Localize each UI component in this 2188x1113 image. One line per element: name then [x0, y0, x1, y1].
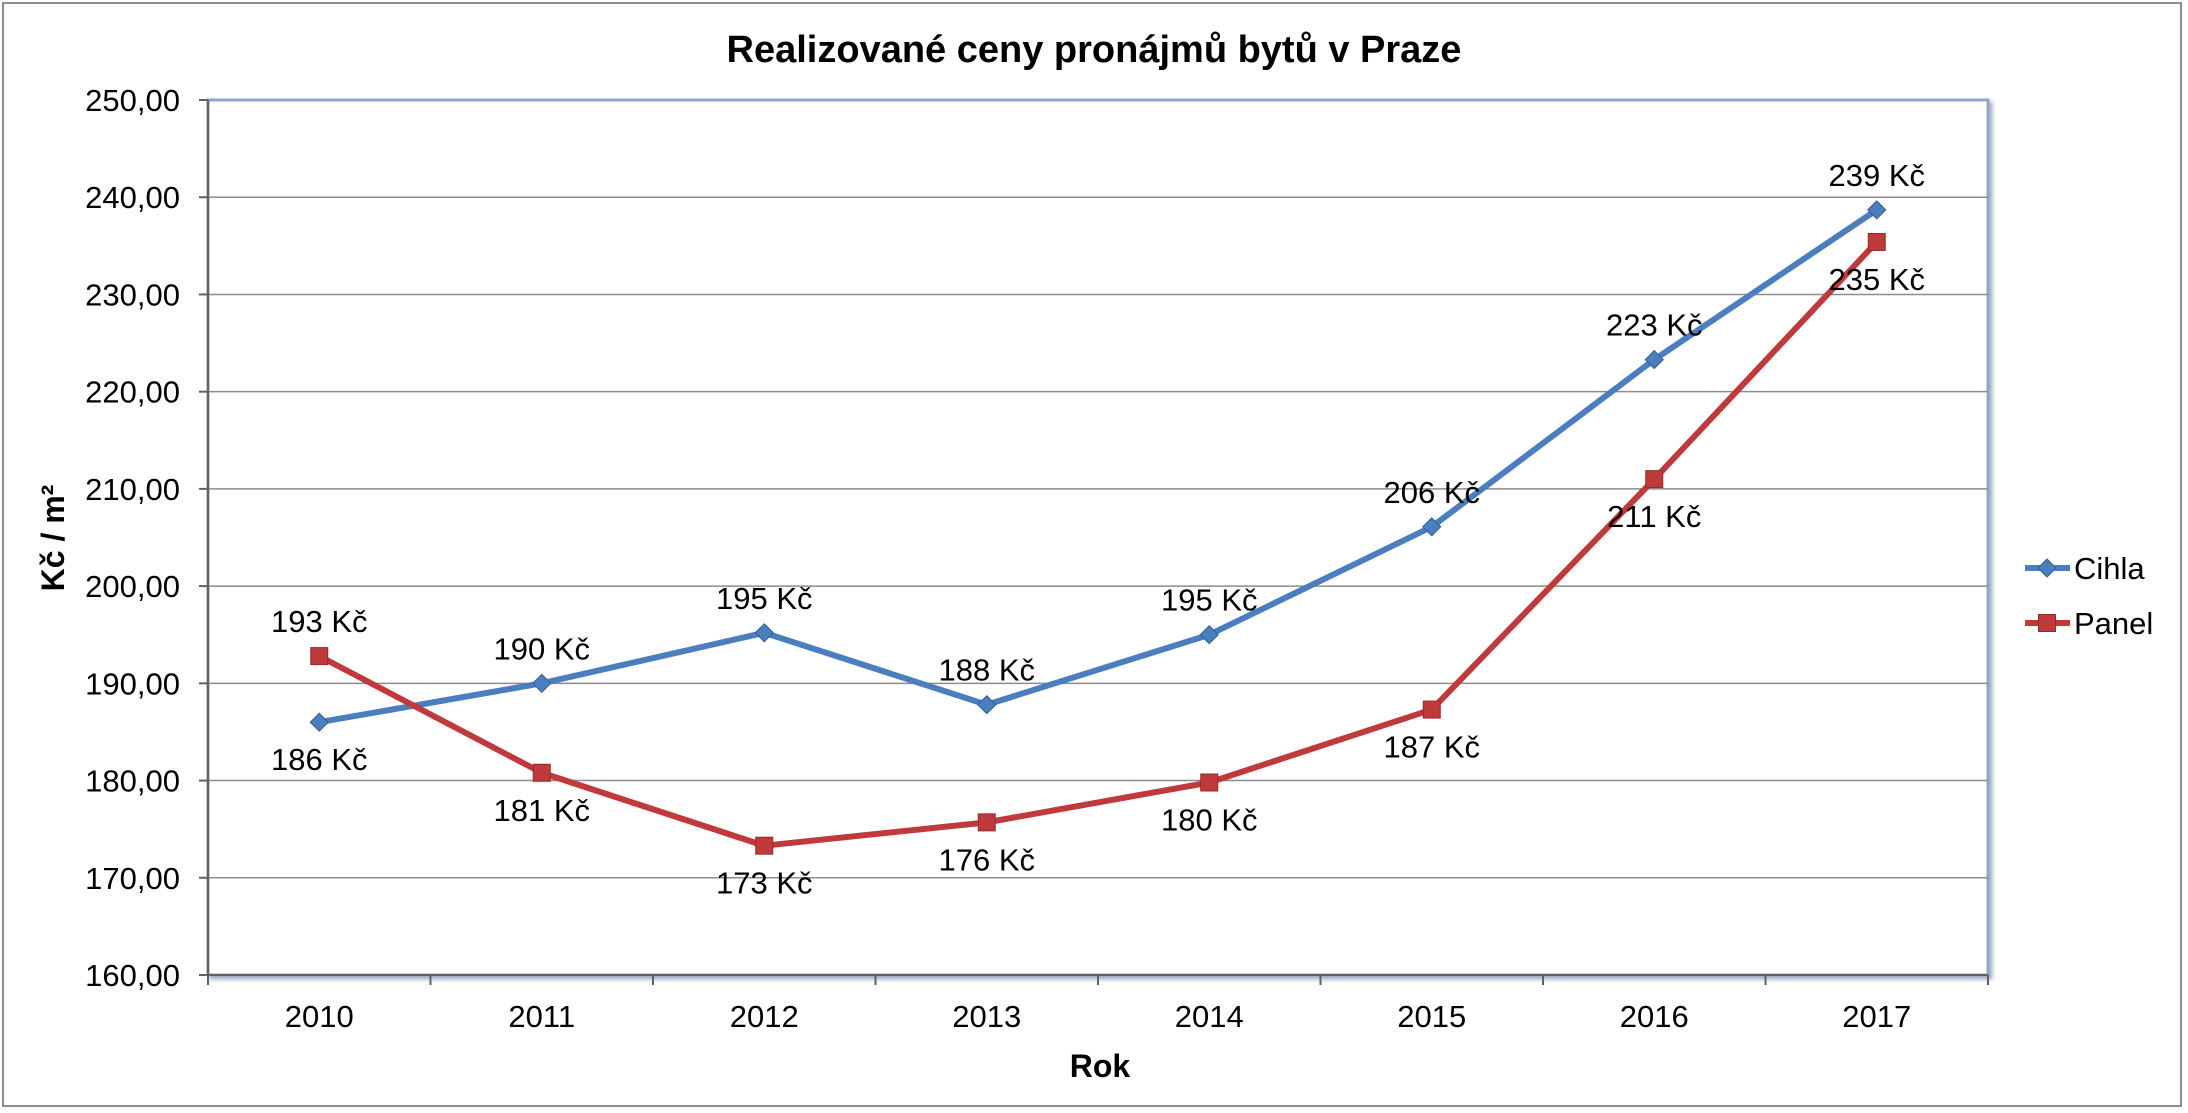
data-point: [1644, 349, 1664, 370]
data-label: 188 Kč: [938, 653, 1035, 688]
data-label: 180 Kč: [1161, 803, 1258, 838]
legend-marker: [2037, 558, 2057, 578]
legend-marker: [2038, 614, 2056, 632]
legend-label: Panel: [2074, 606, 2153, 641]
legend-item-panel: Panel: [2025, 606, 2153, 641]
y-tick-label: 240,00: [85, 180, 180, 215]
y-tick-label: 210,00: [85, 472, 180, 507]
x-tick-label: 2017: [1842, 999, 1911, 1034]
data-point: [532, 673, 552, 694]
x-tick-label: 2013: [952, 999, 1021, 1034]
y-tick-label: 160,00: [85, 958, 180, 993]
legend-label: Cihla: [2074, 551, 2145, 586]
x-tick-label: 2012: [730, 999, 799, 1034]
data-label: 195 Kč: [716, 581, 813, 616]
series-cihla: 186 Kč 190 Kč 195 Kč 188 Kč 195 Kč 206 Kč 223 …: [271, 158, 1925, 777]
data-label: 211 Kč: [1607, 499, 1701, 534]
data-label: 186 Kč: [271, 742, 368, 777]
y-tick-label: 200,00: [85, 569, 180, 604]
y-tick-label: 190,00: [85, 666, 180, 701]
y-axis: 160,00 170,00 180,00 190,00 200,00 210,00 220,…: [85, 83, 209, 993]
data-label: 223 Kč: [1606, 308, 1703, 343]
legend: Cihla Panel: [2025, 551, 2153, 641]
data-label: 239 Kč: [1828, 158, 1925, 193]
data-point: [310, 647, 329, 666]
y-tick-label: 220,00: [85, 375, 180, 410]
y-tick-label: 250,00: [85, 83, 180, 118]
series-layer: 186 Kč 190 Kč 195 Kč 188 Kč 195 Kč 206 Kč 223 …: [271, 158, 1925, 901]
data-label: 195 Kč: [1161, 583, 1258, 618]
data-point: [532, 763, 551, 782]
x-axis-title: Rok: [1070, 1048, 1131, 1084]
x-tick-label: 2011: [508, 999, 575, 1034]
data-label: 193 Kč: [271, 604, 368, 639]
x-tick-label: 2010: [285, 999, 354, 1034]
plot-background: [206, 98, 1990, 977]
data-point: [1422, 517, 1442, 537]
data-point: [1422, 700, 1441, 719]
plot-area: [206, 98, 1990, 977]
legend-item-cihla: Cihla: [2025, 551, 2145, 586]
data-label: 190 Kč: [493, 631, 590, 666]
chart-title: Realizované ceny pronájmů bytů v Praze: [727, 29, 1462, 71]
data-label: 181 Kč: [493, 793, 590, 828]
y-tick-label: 230,00: [85, 277, 180, 312]
data-label: 176 Kč: [938, 842, 1035, 877]
x-tick-label: 2015: [1397, 999, 1466, 1034]
data-label: 235 Kč: [1828, 262, 1925, 297]
series-line: [317, 239, 1879, 849]
series-panel: 193 Kč 181 Kč 173 Kč 176 Kč 180 Kč 187 Kč 211 …: [271, 232, 1925, 901]
series-line: [318, 207, 1879, 726]
x-axis: 2010 2011 2012 2013 2014 2015 2016 2017: [207, 974, 1989, 1034]
data-point: [1867, 232, 1886, 251]
data-point: [1867, 200, 1887, 220]
data-point: [1645, 470, 1664, 489]
data-label: 187 Kč: [1383, 730, 1480, 765]
data-point: [309, 712, 329, 732]
x-tick-label: 2014: [1175, 999, 1244, 1034]
data-label: 173 Kč: [716, 866, 813, 901]
data-point: [977, 695, 997, 715]
data-label: 206 Kč: [1383, 475, 1480, 510]
y-axis-title: Kč / m²: [35, 485, 71, 592]
data-point: [977, 813, 996, 832]
y-tick-label: 180,00: [85, 764, 180, 799]
y-tick-label: 170,00: [85, 861, 180, 896]
x-tick-label: 2016: [1620, 999, 1689, 1034]
data-point: [754, 623, 774, 643]
data-point: [1199, 625, 1219, 645]
data-point: [755, 836, 774, 855]
data-point: [1200, 773, 1219, 792]
